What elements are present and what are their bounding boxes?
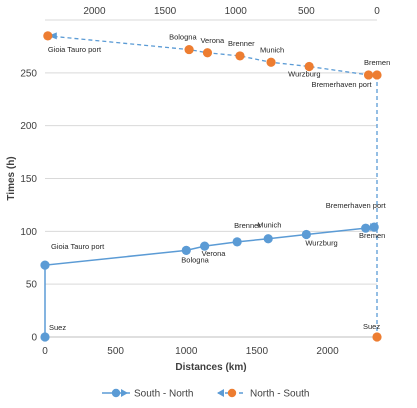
south-north-point (263, 234, 273, 244)
legend-label: South - North (134, 389, 193, 400)
gridlines (45, 19, 377, 338)
top-x-tick-label: 1500 (154, 6, 177, 17)
north-south-point (235, 51, 245, 61)
south-north-point (369, 222, 379, 232)
y-tick-label: 150 (20, 174, 37, 185)
point-label: Suez (49, 323, 66, 332)
north-south-point (304, 61, 314, 72)
x-tick-label: 500 (107, 346, 124, 357)
x-tick-label: 1500 (246, 346, 269, 357)
south-north-point (361, 223, 371, 233)
x-tick-label: 1000 (175, 346, 198, 357)
legend: South - North North - South (102, 389, 309, 400)
y-tick-label: 0 (31, 333, 37, 344)
north-south-point (202, 48, 213, 58)
point-label: Gioia Tauro port (51, 242, 105, 251)
point-label: Bremerhaven port (312, 80, 373, 89)
tick-labels: 0 50 100 150 200 250 0 500 1000 1500 2000 2000 1500 1… (20, 6, 380, 357)
legend-marker (111, 388, 121, 398)
legend-label: North - South (250, 389, 309, 400)
point-label: Wurzburg (288, 69, 320, 78)
north-south-line (47, 35, 377, 76)
series-lines (44, 32, 379, 337)
legend-arrow (217, 389, 224, 397)
point-label: Munich (257, 221, 281, 230)
south-north-point (200, 241, 210, 251)
north-south-point (184, 44, 194, 55)
legend-marker (227, 388, 237, 398)
top-x-tick-label: 500 (298, 6, 315, 17)
point-label: Brenner (234, 221, 261, 230)
north-south-point (363, 70, 374, 80)
y-tick-label: 50 (26, 280, 38, 291)
point-label: Gioia Tauro port (48, 45, 102, 54)
north-south-point (372, 70, 382, 80)
south-north-point (181, 245, 191, 255)
point-label: Bremerhaven port (326, 201, 387, 210)
point-label: Wurzburg (305, 239, 337, 248)
south-north-point (301, 229, 311, 240)
north-south-point (43, 31, 53, 41)
point-label: Suez (363, 322, 380, 331)
legend-item-south-north: South - North (102, 389, 193, 400)
point-label: Bremen (364, 58, 390, 67)
north-south-point (266, 57, 276, 67)
legend-item-north-south: North - South (217, 389, 309, 400)
x-tick-label: 2000 (316, 346, 339, 357)
x-axis-title: Distances (km) (175, 362, 246, 373)
point-label: Munich (260, 45, 284, 54)
point-label: Brenner (228, 39, 255, 48)
point-label: Bremen (359, 231, 385, 240)
point-label: Bologna (181, 255, 209, 264)
point-label: Bologna (169, 33, 197, 42)
south-north-point (40, 332, 50, 342)
point-label: Verona (200, 36, 225, 45)
y-tick-label: 250 (20, 68, 37, 79)
south-north-point (40, 260, 50, 270)
y-tick-label: 200 (20, 121, 37, 132)
north-south-point (372, 332, 382, 342)
top-x-tick-label: 2000 (83, 6, 106, 17)
series-markers (40, 31, 382, 342)
point-label: Verona (202, 249, 227, 258)
y-tick-label: 100 (20, 227, 37, 238)
top-x-tick-label: 0 (374, 6, 380, 17)
x-tick-label: 0 (42, 346, 48, 357)
top-x-tick-label: 1000 (225, 6, 248, 17)
legend-arrow (121, 389, 128, 397)
south-north-point (232, 237, 242, 247)
y-axis-title: Times (h) (6, 156, 17, 200)
